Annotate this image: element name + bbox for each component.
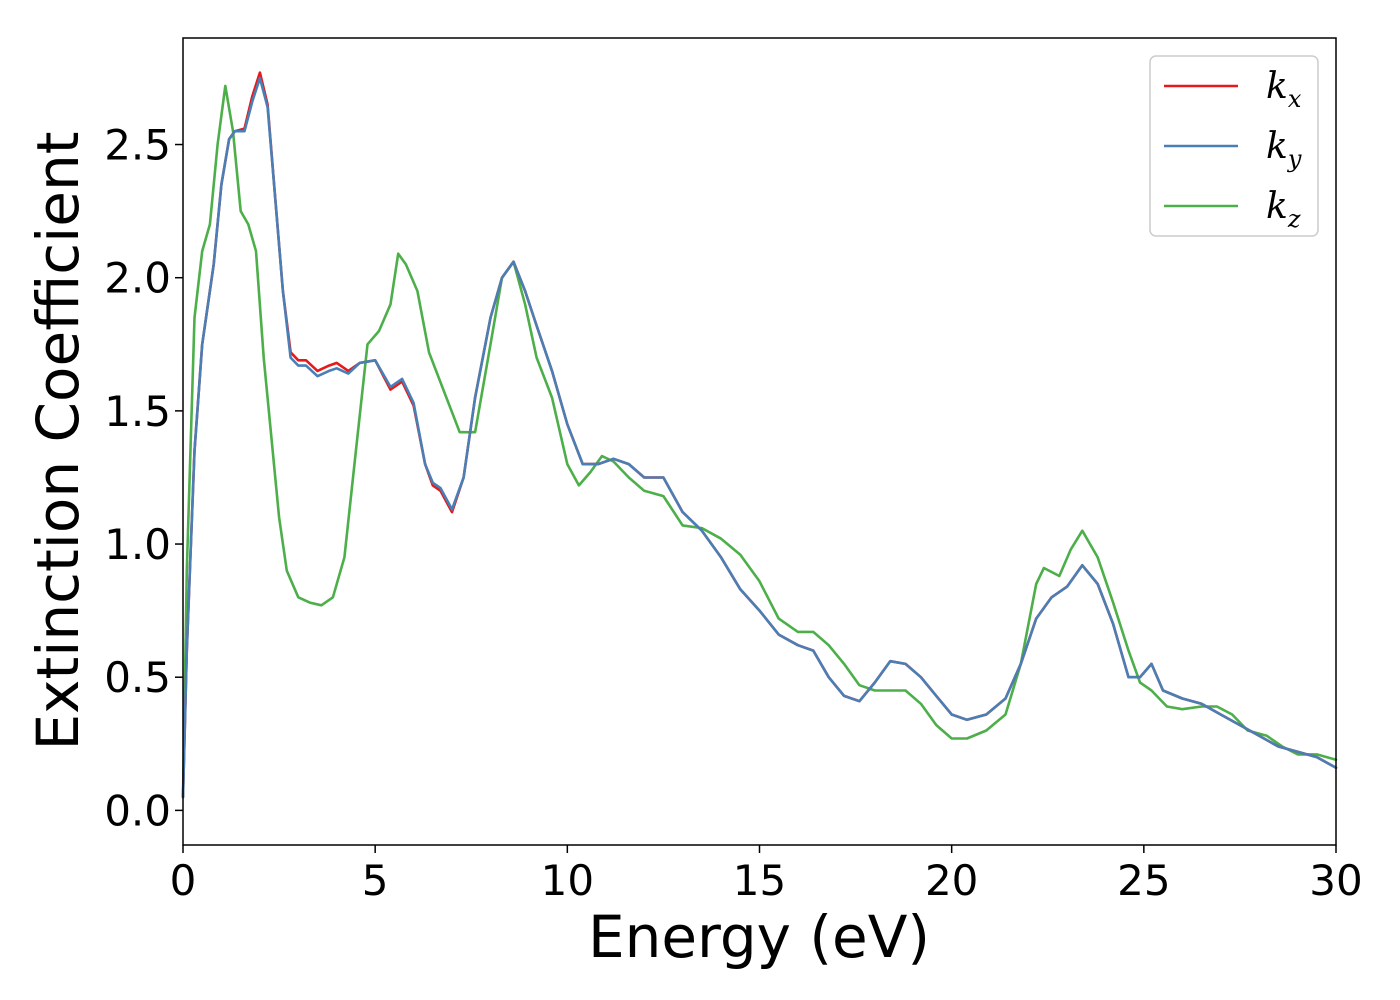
x-tick-label: 10	[541, 856, 594, 905]
legend-label-kx: kx	[1266, 66, 1302, 113]
legend-label-subscript: z	[1287, 205, 1301, 233]
legend-label-base: k	[1266, 66, 1288, 107]
series-line-kz	[181, 84, 1338, 799]
y-tick-label: 1.0	[104, 520, 171, 569]
x-axis-ticks: 0 5 10 15 20 25 30	[170, 845, 1363, 905]
series-lines	[181, 71, 1338, 799]
legend-label-ky: ky	[1266, 126, 1302, 173]
x-tick-label: 25	[1117, 856, 1170, 905]
plot-frame	[182, 37, 1337, 846]
legend-label-subscript: y	[1287, 145, 1302, 173]
x-tick-label: 30	[1309, 856, 1362, 905]
y-tick-label: 1.5	[104, 387, 171, 436]
x-tick-label: 20	[925, 856, 978, 905]
x-tick-label: 0	[170, 856, 197, 905]
x-axis-title: Energy (eV)	[588, 903, 930, 971]
y-tick-label: 0.5	[104, 653, 171, 702]
y-tick-label: 0.0	[104, 786, 171, 835]
series-line-ky	[181, 76, 1338, 799]
x-tick-label: 5	[362, 856, 389, 905]
x-tick-label: 15	[733, 856, 786, 905]
y-axis-title: Extinction Coefficient	[24, 132, 92, 751]
legend-label-kz: kz	[1266, 186, 1301, 233]
y-axis-ticks: 0.0 0.5 1.0 1.5 2.0 2.5	[104, 121, 183, 835]
legend-label-subscript: x	[1288, 85, 1302, 113]
y-tick-label: 2.5	[104, 121, 171, 170]
legend-label-base: k	[1266, 186, 1288, 227]
legend-label-base: k	[1266, 126, 1288, 167]
y-tick-label: 2.0	[104, 254, 171, 303]
plot-area	[183, 38, 1336, 845]
